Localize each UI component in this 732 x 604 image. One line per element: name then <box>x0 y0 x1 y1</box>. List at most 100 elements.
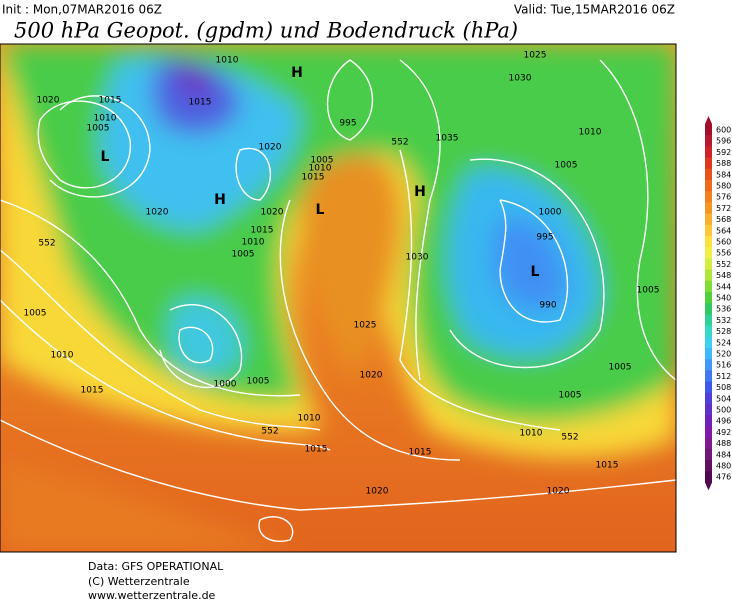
field-shading <box>0 44 676 552</box>
colorbar-label: 540 <box>716 294 731 303</box>
isobar-label: 1010 <box>216 56 239 66</box>
isobar-label: 552 <box>561 433 578 443</box>
colorbar-label: 484 <box>716 450 731 459</box>
colorbar-swatch <box>705 146 712 159</box>
colorbar-label: 492 <box>716 428 731 437</box>
isobar-label: 1010 <box>51 351 74 361</box>
colorbar-swatch <box>705 392 712 405</box>
isobar-label: 1030 <box>406 253 429 263</box>
colorbar-swatch <box>705 224 712 237</box>
colorbar-swatch <box>705 348 712 360</box>
isobar-label: 1000 <box>539 208 562 218</box>
colorbar-label: 548 <box>716 271 731 280</box>
colorbar-swatch <box>705 236 712 248</box>
colorbar-swatch <box>705 213 712 226</box>
colorbar-label: 496 <box>716 417 731 426</box>
pressure-center: H <box>414 184 426 200</box>
colorbar-label: 476 <box>716 473 731 482</box>
isobar-label: 1020 <box>37 96 60 106</box>
colorbar-swatch <box>705 258 712 271</box>
valid-time: Valid: Tue,15MAR2016 06Z <box>514 3 675 17</box>
colorbar-label: 512 <box>716 372 731 381</box>
colorbar-swatch <box>705 437 712 450</box>
colorbar-label: 532 <box>716 316 731 325</box>
isobar-label: 1005 <box>87 124 110 134</box>
isobar-label: 1005 <box>637 286 660 296</box>
colorbar-swatch <box>705 448 712 461</box>
isobar-label: 990 <box>539 301 556 311</box>
pressure-center: L <box>316 202 325 218</box>
pressure-center: L <box>531 264 540 280</box>
colorbar-swatch <box>705 325 712 338</box>
colorbar-label: 528 <box>716 327 731 336</box>
isobar-label: 1005 <box>311 156 334 166</box>
isobar-label: 1030 <box>509 74 532 84</box>
colorbar-swatch <box>705 202 712 215</box>
colorbar-label: 572 <box>716 204 731 213</box>
pressure-center: L <box>101 149 110 165</box>
pressure-center: H <box>291 65 303 81</box>
isobar-label: 1015 <box>305 445 328 455</box>
map-title: 500 hPa Geopot. (gpdm) und Bodendruck (h… <box>14 19 518 43</box>
colorbar-swatch <box>705 157 712 170</box>
colorbar-label: 576 <box>716 193 731 202</box>
colorbar-label: 544 <box>716 282 731 291</box>
colorbar-swatch <box>705 124 712 136</box>
colorbar-label: 536 <box>716 305 731 314</box>
colorbar-swatch <box>705 168 712 181</box>
colorbar-label: 552 <box>716 260 731 269</box>
footer-line: www.wetterzentrale.de <box>88 589 216 600</box>
colorbar-swatch <box>705 471 712 483</box>
colorbar-label: 504 <box>716 394 731 403</box>
isobar-label: 1000 <box>214 380 237 390</box>
isobar-label: 1015 <box>302 173 325 183</box>
colorbar-swatch <box>705 314 712 327</box>
pressure-center: H <box>214 192 226 208</box>
colorbar-label: 556 <box>716 249 731 258</box>
colorbar-label: 524 <box>716 338 731 347</box>
isobar-label: 1020 <box>547 487 570 497</box>
colorbar-swatch <box>705 280 712 293</box>
isobar-label: 995 <box>339 119 356 129</box>
isobar-label: 1015 <box>189 98 212 108</box>
isobar-label: 552 <box>391 138 408 148</box>
colorbar-label: 600 <box>716 126 731 135</box>
colorbar-label: 564 <box>716 226 731 235</box>
isobar-label: 1005 <box>559 391 582 401</box>
colorbar-swatch <box>705 180 712 192</box>
isobar-label: 552 <box>261 427 278 437</box>
isobar-label: 1015 <box>409 448 432 458</box>
colorbar-swatch <box>705 381 712 394</box>
colorbar-swatch <box>705 426 712 439</box>
colorbar-label: 480 <box>716 462 731 471</box>
isobar-label: 1035 <box>436 134 459 144</box>
colorbar-swatch <box>705 247 712 259</box>
isobar-label: 1015 <box>596 461 619 471</box>
colorbar-swatch <box>705 370 712 383</box>
colorbar: 600 596 592 588 584 580 576 572 568 564 560 556 552 5… <box>705 116 731 491</box>
colorbar-swatch <box>705 303 712 315</box>
isobar-label: 1005 <box>24 309 47 319</box>
isobar-label: 1025 <box>354 321 377 331</box>
colorbar-swatch <box>705 336 712 349</box>
isobar-label: 1020 <box>366 487 389 497</box>
isobar-label: 1015 <box>99 96 122 106</box>
isobar-label: 1020 <box>146 208 169 218</box>
colorbar-label: 560 <box>716 238 731 247</box>
isobar-label: 1005 <box>247 377 270 387</box>
colorbar-label: 580 <box>716 182 731 191</box>
footer-line: (C) Wetterzentrale <box>88 575 190 588</box>
isobar-label: 1020 <box>261 208 284 218</box>
init-time: Init : Mon,07MAR2016 06Z <box>2 3 162 17</box>
colorbar-label: 488 <box>716 439 731 448</box>
colorbar-swatch <box>705 269 712 282</box>
isobar-label: 1005 <box>232 250 255 260</box>
isobars <box>0 59 676 542</box>
isobar-label: 1010 <box>94 114 117 124</box>
isobar-label: 1010 <box>579 128 602 138</box>
colorbar-swatch <box>705 135 712 147</box>
colorbar-label: 596 <box>716 137 731 146</box>
isobar-label: 1010 <box>520 429 543 439</box>
